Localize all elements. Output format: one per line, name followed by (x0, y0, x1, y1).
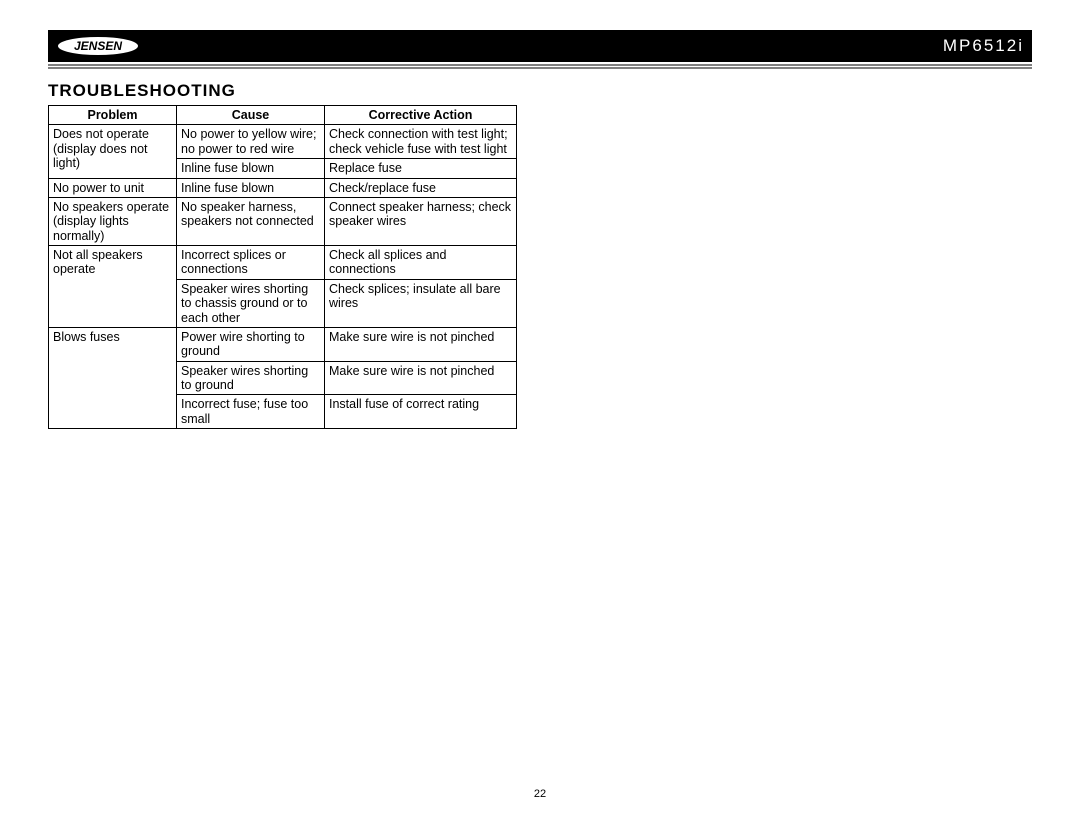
cell-cause: Inline fuse blown (177, 178, 325, 197)
col-header-action: Corrective Action (325, 106, 517, 125)
table-row: No power to unitInline fuse blownCheck/r… (49, 178, 517, 197)
cell-action: Check splices; insulate all bare wires (325, 279, 517, 327)
cell-cause: Speaker wires shorting to ground (177, 361, 325, 395)
cell-action: Check/replace fuse (325, 178, 517, 197)
svg-text:JENSEN: JENSEN (74, 39, 122, 53)
col-header-problem: Problem (49, 106, 177, 125)
cell-cause: No speaker harness, speakers not connect… (177, 197, 325, 245)
table-row: Does not operate (display does not light… (49, 125, 517, 159)
cell-cause: Speaker wires shorting to chassis ground… (177, 279, 325, 327)
cell-problem: Blows fuses (49, 327, 177, 428)
col-header-cause: Cause (177, 106, 325, 125)
page-number: 22 (0, 788, 1080, 800)
cell-problem: No speakers operate (display lights norm… (49, 197, 177, 245)
table-row: Blows fusesPower wire shorting to ground… (49, 327, 517, 361)
cell-cause: Power wire shorting to ground (177, 327, 325, 361)
cell-action: Connect speaker harness; check speaker w… (325, 197, 517, 245)
cell-cause: Incorrect splices or connections (177, 246, 325, 280)
header-divider (48, 64, 1032, 69)
cell-action: Check all splices and connections (325, 246, 517, 280)
cell-problem: Not all speakers operate (49, 246, 177, 328)
table-row: Not all speakers operateIncorrect splice… (49, 246, 517, 280)
cell-action: Replace fuse (325, 159, 517, 178)
cell-action: Check connection with test light; check … (325, 125, 517, 159)
table-row: No speakers operate (display lights norm… (49, 197, 517, 245)
cell-action: Install fuse of correct rating (325, 395, 517, 429)
cell-cause: Incorrect fuse; fuse too small (177, 395, 325, 429)
troubleshooting-table: Problem Cause Corrective Action Does not… (48, 105, 517, 429)
cell-cause: Inline fuse blown (177, 159, 325, 178)
cell-cause: No power to yellow wire; no power to red… (177, 125, 325, 159)
cell-problem: Does not operate (display does not light… (49, 125, 177, 178)
cell-action: Make sure wire is not pinched (325, 327, 517, 361)
header-bar: JENSEN MP6512i (48, 30, 1032, 62)
brand-logo: JENSEN (56, 35, 140, 57)
cell-problem: No power to unit (49, 178, 177, 197)
table-header-row: Problem Cause Corrective Action (49, 106, 517, 125)
table-body: Does not operate (display does not light… (49, 125, 517, 429)
section-title: TROUBLESHOOTING (48, 81, 1032, 101)
cell-action: Make sure wire is not pinched (325, 361, 517, 395)
model-number: MP6512i (943, 36, 1024, 56)
